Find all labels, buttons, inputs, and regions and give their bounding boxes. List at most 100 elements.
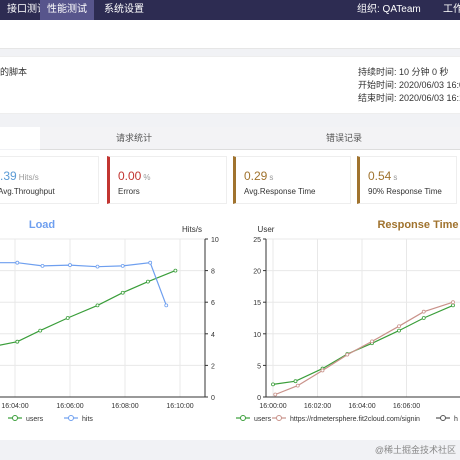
sub-header xyxy=(0,20,460,49)
load-x-tick-label: 16:10:00 xyxy=(166,403,193,410)
errors-value: 0.00 xyxy=(118,169,142,183)
nav-system-settings[interactable]: 系统设置 xyxy=(104,4,144,15)
load-point-hits xyxy=(15,260,20,265)
load-point-users xyxy=(38,328,43,333)
rt-x-tick-label: 16:06:00 xyxy=(393,403,420,410)
rt-point xyxy=(271,382,275,387)
rt-point xyxy=(370,339,374,344)
load-point-users xyxy=(95,303,100,308)
rt-y-tick-label: 25 xyxy=(253,237,261,244)
workspace-selector[interactable]: 工作空 xyxy=(443,4,460,15)
nav-performance-test[interactable]: 性能测试 xyxy=(40,0,94,20)
load-point-users xyxy=(15,339,20,344)
rt-point xyxy=(295,383,300,388)
load-legend-marker-hits xyxy=(68,415,74,421)
rt-legend-label: https://rdmetersphere.fit2cloud.com/sign… xyxy=(290,416,420,423)
rt-point xyxy=(451,303,455,308)
duration-text: 持续时间: 10 分钟 0 秒 xyxy=(358,67,449,77)
tab-error-records[interactable]: 错误记录 xyxy=(228,127,460,150)
card-errors: 0.00% Errors xyxy=(107,156,227,204)
avg-response-label: Avg.Response Time xyxy=(244,187,316,196)
throughput-value: .39 xyxy=(0,169,17,183)
card-avg-response-time: 0.29 s Avg.Response Time xyxy=(233,156,351,204)
rt-chart-title: Response Time xyxy=(377,219,458,231)
load-yright-tick-label: 10 xyxy=(211,237,219,244)
errors-unit: % xyxy=(143,173,151,182)
load-legend-label-users: users xyxy=(26,416,44,423)
load-yright-tick-label: 0 xyxy=(211,395,215,402)
rt-legend-marker xyxy=(276,415,282,421)
load-point-hits xyxy=(148,260,153,265)
metric-cards: .39 Hits/s Avg.Throughput 0.00% Errors 0.… xyxy=(0,150,460,210)
rt-y-tick-label: 0 xyxy=(257,395,261,402)
avg-response-unit: s xyxy=(269,173,274,182)
watermark: @稀土掘金技术社区 xyxy=(374,445,456,455)
throughput-unit: Hits/s xyxy=(18,173,39,182)
load-x-tick-label: 16:08:00 xyxy=(111,403,138,410)
load-point-users xyxy=(146,279,150,284)
rt-point xyxy=(397,328,401,333)
load-series-hits xyxy=(0,262,167,306)
load-point-users xyxy=(120,290,125,295)
load-chart-yright-label: Hits/s xyxy=(182,225,202,234)
load-point-users xyxy=(65,316,70,320)
rt-point xyxy=(451,300,455,305)
rt-legend-label: h xyxy=(454,416,458,423)
tab-request-stats[interactable]: 请求统计 xyxy=(40,127,228,150)
org-selector[interactable]: 组织: QATeam xyxy=(357,4,421,15)
load-yright-tick-label: 8 xyxy=(211,269,215,276)
rt-legend-marker xyxy=(440,415,446,421)
rt-legend-label: users xyxy=(254,416,272,423)
rt-point xyxy=(273,392,278,397)
rt-y-tick-label: 10 xyxy=(253,332,261,339)
rt-point xyxy=(345,352,350,357)
start-time-text: 开始时间: 2020/06/03 16:00 xyxy=(358,80,460,90)
report-tabs: 请求统计 错误记录 xyxy=(0,127,460,150)
load-point-hits xyxy=(40,263,45,268)
top-navbar: 接口测试 性能测试 系统设置 组织: QATeam 工作空 xyxy=(0,0,460,20)
rt-series-line xyxy=(275,301,454,396)
load-yright-tick-label: 4 xyxy=(211,332,215,339)
avg-response-value: 0.29 xyxy=(244,169,268,183)
rt-x-tick-label: 16:00:00 xyxy=(259,403,286,410)
report-info-panel: 的脚本 持续时间: 10 分钟 0 秒 开始时间: 2020/06/03 16:… xyxy=(0,56,460,114)
p90-response-unit: s xyxy=(393,173,398,182)
throughput-label: Avg.Throughput xyxy=(0,187,55,196)
rt-series-line xyxy=(272,304,454,385)
load-yright-tick-label: 6 xyxy=(211,300,215,307)
rt-y-tick-label: 5 xyxy=(257,363,261,370)
end-time-text: 结束时间: 2020/06/03 16:10 xyxy=(358,93,460,103)
nav-api-test[interactable]: 接口测试 xyxy=(7,4,47,15)
rt-x-tick-label: 16:02:00 xyxy=(304,403,331,410)
rt-point xyxy=(320,368,325,373)
load-point-users xyxy=(173,268,178,273)
rt-chart-y-label: User xyxy=(258,225,275,234)
load-point-hits xyxy=(68,263,72,267)
load-chart: Load Hits/s 0 2 4 6 8 10 16:04:00 16:06:00 16:08… xyxy=(0,219,219,423)
card-avg-throughput: .39 Hits/s Avg.Throughput xyxy=(0,156,99,204)
charts-area: Load Hits/s 0 2 4 6 8 10 16:04:00 16:06:00 16:08… xyxy=(0,210,460,440)
rt-point xyxy=(397,324,401,329)
tab-overview[interactable] xyxy=(0,127,41,149)
load-legend-marker-users xyxy=(12,415,18,421)
p90-response-value: 0.54 xyxy=(368,169,392,183)
rt-legend-marker xyxy=(240,415,246,421)
card-90-response-time: 0.54 s 90% Response Time xyxy=(357,156,457,204)
rt-point xyxy=(421,309,426,314)
rt-point xyxy=(293,379,298,384)
load-x-tick-label: 16:06:00 xyxy=(56,403,83,410)
load-point-hits xyxy=(164,303,169,308)
response-time-chart: Response Time User 0 5 10 15 20 25 16:00:00 16:… xyxy=(236,219,460,423)
rt-point xyxy=(421,316,426,320)
load-x-tick-label: 16:04:00 xyxy=(1,403,28,410)
load-chart-title: Load xyxy=(29,219,55,231)
rt-y-tick-label: 20 xyxy=(253,269,261,276)
errors-label: Errors xyxy=(118,187,140,196)
load-point-hits xyxy=(120,263,125,268)
report-script-name: 的脚本 xyxy=(0,67,28,77)
load-point-hits xyxy=(95,264,100,269)
load-yright-tick-label: 2 xyxy=(211,363,215,370)
load-legend-label-hits: hits xyxy=(82,416,93,423)
rt-y-tick-label: 15 xyxy=(253,300,261,307)
p90-response-label: 90% Response Time xyxy=(368,187,442,196)
